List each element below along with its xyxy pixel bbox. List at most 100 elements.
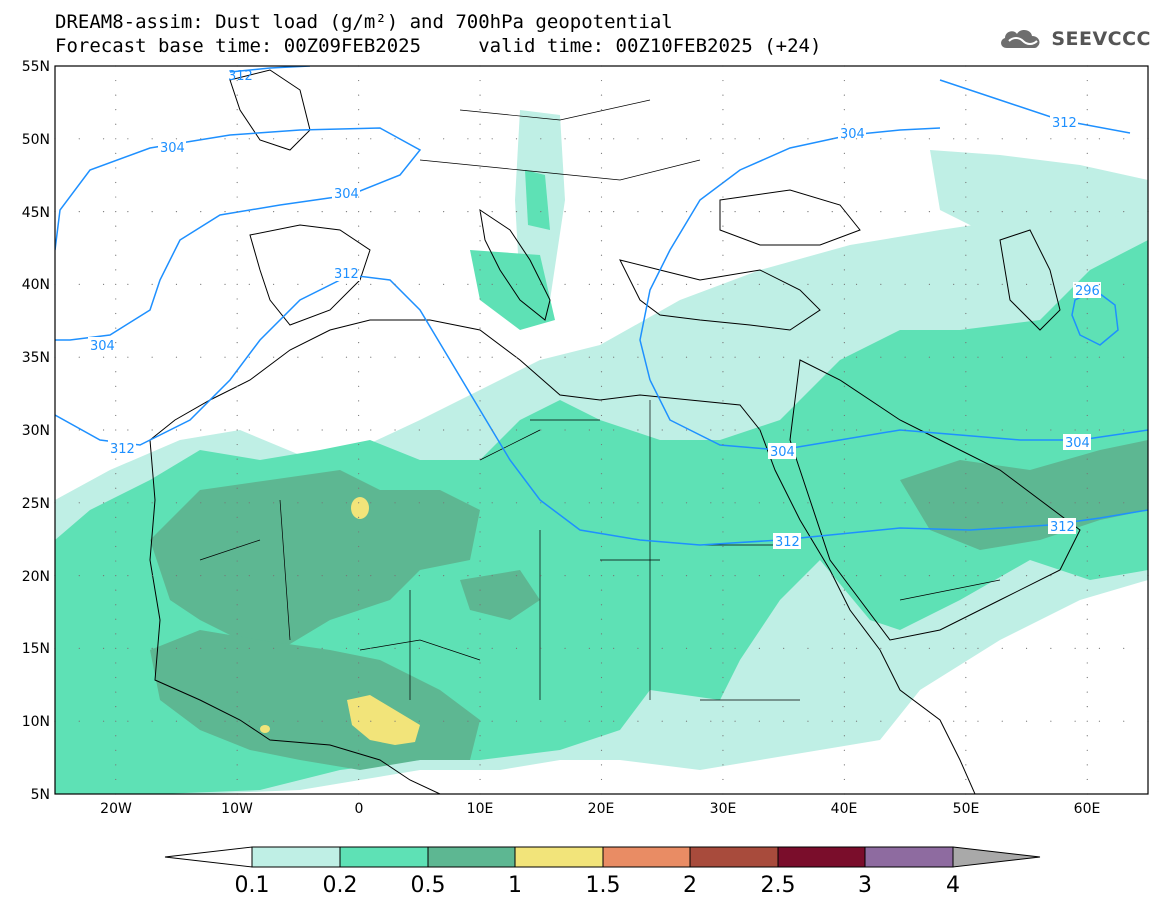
graticule-dot xyxy=(236,516,238,518)
graticule-dot xyxy=(236,181,238,184)
graticule-dot xyxy=(807,283,809,285)
graticule-dot xyxy=(78,356,80,358)
dust-dark-area xyxy=(900,440,1148,550)
graticule-dot xyxy=(236,283,238,285)
graticule-dot xyxy=(661,356,663,358)
graticule-dot xyxy=(843,211,845,213)
graticule-dot xyxy=(977,211,979,213)
graticule-dot xyxy=(722,196,724,198)
graticule-dot xyxy=(479,240,481,242)
graticule-dot xyxy=(965,604,967,606)
graticule-dot xyxy=(807,138,809,140)
graticule-dot xyxy=(1086,109,1088,111)
graticule-dot xyxy=(175,720,178,722)
graticule-dot xyxy=(722,618,724,620)
graticule-dot xyxy=(831,138,833,140)
graticule-dot xyxy=(78,429,80,431)
graticule-dot xyxy=(273,211,275,213)
graticule-dot xyxy=(358,356,360,358)
graticule-dot xyxy=(358,138,360,140)
graticule-dot xyxy=(345,575,348,577)
colorbar-tick: 0.1 xyxy=(235,873,270,898)
colorbar-swatch xyxy=(777,846,866,868)
graticule-dot xyxy=(479,109,481,111)
graticule-dot xyxy=(1074,720,1076,722)
graticule-dot xyxy=(977,283,979,285)
graticule-dot xyxy=(115,429,117,431)
graticule-dot xyxy=(236,676,238,679)
graticule-dot xyxy=(115,94,117,96)
graticule-dot xyxy=(540,211,542,213)
graticule-dot xyxy=(722,181,724,184)
graticule-dot xyxy=(115,618,117,620)
graticule-dot xyxy=(515,429,518,431)
graticule-dot xyxy=(1086,79,1088,82)
graticule-dot xyxy=(722,502,724,504)
graticule-dot xyxy=(418,429,420,431)
graticule-dot xyxy=(479,516,481,518)
graticule-dot xyxy=(722,371,724,373)
graticule-dot xyxy=(843,94,845,96)
graticule-dot xyxy=(321,429,323,431)
lat-label: 45N xyxy=(22,205,50,221)
lat-label: 40N xyxy=(22,277,50,293)
graticule-dot xyxy=(370,283,372,285)
colorbar-low-triangle xyxy=(164,846,253,868)
graticule-dot xyxy=(710,502,712,504)
graticule-dot xyxy=(479,196,481,198)
graticule-dot xyxy=(479,400,481,402)
lon-label: 20E xyxy=(588,801,615,817)
graticule-dot xyxy=(358,647,360,650)
graticule-dot xyxy=(600,691,603,693)
graticule-dot xyxy=(479,633,481,635)
graticule-dot xyxy=(637,575,639,577)
graticule-dot xyxy=(115,589,117,591)
graticule-dot xyxy=(965,356,967,358)
graticule-dot xyxy=(734,575,736,577)
graticule-dot xyxy=(600,560,603,562)
graticule-dot xyxy=(965,152,967,154)
graticule-dot xyxy=(783,647,785,650)
graticule-dot xyxy=(236,633,238,635)
graticule-dot xyxy=(600,676,603,679)
graticule-dot xyxy=(1123,647,1125,650)
graticule-dot xyxy=(115,240,117,242)
graticule-dot xyxy=(236,342,238,344)
graticule-dot xyxy=(843,502,845,504)
graticule-dot xyxy=(600,385,603,387)
graticule-dot xyxy=(115,254,117,256)
graticule-dot xyxy=(1086,735,1088,737)
graticule-dot xyxy=(418,138,420,140)
graticule-dot xyxy=(1001,138,1003,140)
graticule-dot xyxy=(855,502,858,504)
graticule-dot xyxy=(904,575,906,577)
graticule-dot xyxy=(965,443,967,446)
graticule-dot xyxy=(479,123,481,125)
graticule-dot xyxy=(600,414,603,417)
lat-label: 25N xyxy=(22,496,50,512)
graticule-dot xyxy=(722,473,724,475)
graticule-dot xyxy=(358,400,360,402)
graticule-dot xyxy=(1001,429,1003,431)
graticule-dot xyxy=(965,269,967,271)
graticule-dot xyxy=(965,531,967,533)
graticule-dot xyxy=(418,647,420,650)
graticule-dot xyxy=(722,225,724,227)
graticule-dot xyxy=(722,79,724,82)
graticule-dot xyxy=(710,575,712,577)
graticule-dot xyxy=(807,429,809,431)
graticule-dot xyxy=(722,94,724,96)
graticule-dot xyxy=(248,138,250,140)
graticule-dot xyxy=(479,312,481,315)
graticule-dot xyxy=(358,720,360,722)
graticule-dot xyxy=(758,575,760,577)
graticule-dot xyxy=(613,720,615,722)
graticule-dot xyxy=(236,720,238,722)
graticule-dot xyxy=(807,211,809,213)
graticule-dot xyxy=(248,720,250,722)
graticule-dot xyxy=(102,429,105,431)
graticule-dot xyxy=(904,283,906,285)
graticule-dot xyxy=(236,109,238,111)
graticule-dot xyxy=(78,720,80,722)
graticule-dot xyxy=(758,647,760,650)
